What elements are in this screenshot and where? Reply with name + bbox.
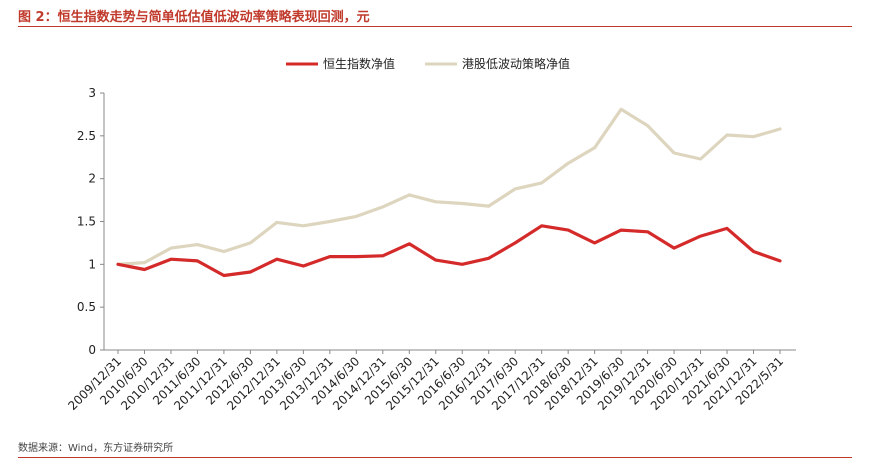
chart-title: 图 2：恒生指数走势与简单低估值低波动率策略表现回测，元 xyxy=(18,10,370,25)
data-point xyxy=(461,202,464,205)
chart-legend: 恒生指数净值 港股低波动策略净值 xyxy=(286,56,570,71)
data-point xyxy=(328,255,332,258)
plot-area xyxy=(116,107,782,278)
data-point xyxy=(672,246,676,250)
y-tick-label: 1 xyxy=(88,257,96,271)
data-point xyxy=(752,135,755,138)
data-point xyxy=(461,263,464,266)
data-point xyxy=(725,133,729,137)
data-point xyxy=(672,151,676,155)
x-axis: 2009/12/312010/6/302010/12/312011/6/3020… xyxy=(65,349,796,413)
data-point xyxy=(169,257,173,261)
data-point xyxy=(408,193,411,197)
y-tick-label: 0.5 xyxy=(77,300,96,314)
data-point xyxy=(514,187,517,191)
data-point xyxy=(222,250,226,253)
y-axis: 0 0.5 1 1.5 2 2.5 3 xyxy=(77,86,105,357)
data-point xyxy=(540,181,543,185)
series-line-2 xyxy=(116,107,782,266)
data-point xyxy=(487,257,490,260)
y-tick-label: 0 xyxy=(88,343,96,357)
title-divider xyxy=(18,26,852,27)
data-point xyxy=(619,108,623,111)
data-point xyxy=(725,227,729,230)
data-point xyxy=(752,250,755,253)
data-point xyxy=(593,146,596,150)
data-point xyxy=(143,261,146,264)
data-point xyxy=(249,270,252,274)
data-point xyxy=(566,228,570,232)
series-1 xyxy=(116,224,782,278)
data-point xyxy=(275,257,279,261)
data-source-note: 数据来源：Wind，东方证券研究所 xyxy=(18,443,174,454)
y-tick-label: 2.5 xyxy=(77,129,96,143)
legend-label-1: 恒生指数净值 xyxy=(323,56,395,71)
y-tick-label: 1.5 xyxy=(77,215,96,229)
data-point xyxy=(196,259,199,263)
data-point xyxy=(778,259,782,263)
data-point xyxy=(249,241,252,245)
data-point xyxy=(566,162,570,165)
data-point xyxy=(699,157,702,161)
data-point xyxy=(222,274,226,277)
data-point xyxy=(302,264,305,268)
data-point xyxy=(487,204,490,208)
data-point xyxy=(381,254,384,257)
series-line-1 xyxy=(116,224,782,278)
data-point xyxy=(619,228,623,232)
data-point xyxy=(355,255,358,258)
data-point xyxy=(196,243,199,246)
data-point xyxy=(778,127,782,131)
data-point xyxy=(169,246,173,250)
data-point xyxy=(646,124,649,127)
legend-label-2: 港股低波动策略净值 xyxy=(462,56,570,71)
series-2 xyxy=(116,107,782,266)
data-point xyxy=(328,220,332,223)
data-point xyxy=(514,241,517,245)
data-point xyxy=(408,242,411,245)
data-point xyxy=(143,268,146,271)
data-point xyxy=(434,200,437,203)
data-point xyxy=(381,205,384,209)
y-tick-label: 3 xyxy=(88,86,96,100)
data-point xyxy=(593,241,596,245)
data-point xyxy=(116,263,120,266)
data-point xyxy=(275,221,279,224)
data-point xyxy=(540,224,543,227)
data-point xyxy=(699,234,702,238)
data-point xyxy=(646,230,649,233)
data-point xyxy=(355,215,358,218)
data-point xyxy=(302,224,305,227)
y-tick-label: 2 xyxy=(88,172,96,186)
footer-divider xyxy=(18,457,852,458)
data-point xyxy=(434,258,437,262)
